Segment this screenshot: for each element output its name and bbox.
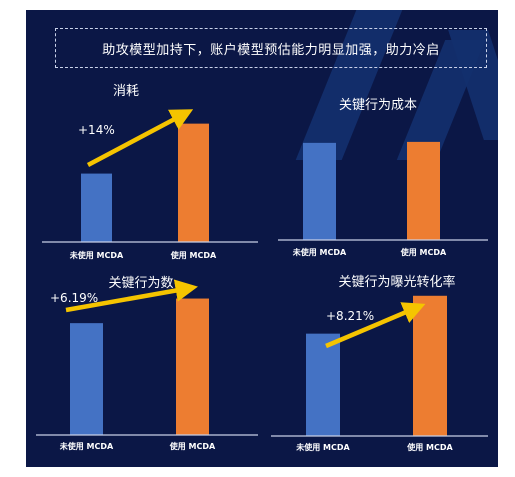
- chart-title: 关键行为成本: [339, 98, 417, 113]
- x-tick-label: 未使用 MCDA: [59, 441, 114, 451]
- x-tick-label: 使用 MCDA: [169, 441, 216, 451]
- bar-with-mcda: [178, 123, 209, 242]
- chart-title: 消耗: [113, 84, 139, 99]
- x-tick-label: 未使用 MCDA: [295, 442, 350, 452]
- bar-with-mcda: [176, 298, 209, 435]
- bar-without-mcda: [306, 333, 340, 436]
- bar-with-mcda: [407, 141, 440, 240]
- growth-annotation: +6.19%: [50, 291, 98, 305]
- growth-annotation: +8.21%: [326, 309, 374, 323]
- x-tick-label: 使用 MCDA: [400, 247, 447, 257]
- infographic-panel: 助攻模型加持下，账户模型预估能力明显加强，助力冷启 消耗未使用 MCDA 使用 M…: [26, 10, 498, 467]
- x-tick-label: 使用 MCDA: [406, 442, 453, 452]
- chart-title: 关键行为数: [108, 276, 173, 291]
- growth-annotation: +14%: [78, 123, 115, 137]
- bar-without-mcda: [303, 142, 336, 240]
- summary-banner: 助攻模型加持下，账户模型预估能力明显加强，助力冷启: [55, 28, 487, 68]
- growth-arrow: [65, 279, 198, 313]
- chart-title: 关键行为曝光转化率: [338, 274, 455, 290]
- x-tick-label: 未使用 MCDA: [292, 247, 347, 257]
- bar-with-mcda: [413, 295, 447, 436]
- growth-arrow: [86, 109, 194, 167]
- growth-arrow: [325, 302, 426, 349]
- bar-without-mcda: [81, 173, 112, 242]
- x-tick-label: 使用 MCDA: [170, 250, 217, 260]
- bar-without-mcda: [70, 323, 103, 435]
- x-tick-label: 未使用 MCDA: [69, 250, 124, 260]
